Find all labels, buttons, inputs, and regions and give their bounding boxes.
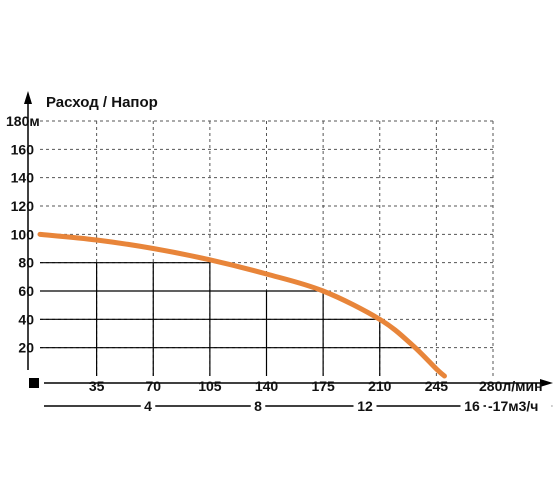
x2-tick-label: 12 <box>357 398 373 414</box>
origin-marker <box>29 378 39 388</box>
y-axis-arrow <box>24 91 32 104</box>
reference-lines-layer <box>40 262 413 376</box>
grid-layer <box>40 120 494 376</box>
y-tick-label: 80 <box>18 255 34 271</box>
x2-tick-label: 16 <box>464 398 480 414</box>
x-tick-label: 210 <box>368 378 392 394</box>
performance-curve <box>37 231 447 379</box>
x-tick-label: 140 <box>255 378 279 394</box>
x2-tick-label: 8 <box>254 398 262 414</box>
x-tick-label: 245 <box>425 378 449 394</box>
y-tick-label: 160 <box>11 141 35 157</box>
x2-tick-label-bg <box>353 397 377 415</box>
x2-tick-label: 4 <box>144 398 152 414</box>
x2-tick-label-bg <box>140 397 156 415</box>
curve-layer <box>37 231 447 379</box>
chart-title: Расход / Напор <box>46 94 158 111</box>
y-tick-label: 120 <box>11 198 35 214</box>
x-tick-label: 280л/мин <box>479 378 543 394</box>
y-tick-label: 40 <box>18 311 34 327</box>
axis-layer <box>24 91 553 410</box>
y-tick-label: 100 <box>11 226 35 242</box>
x-tick-label: 35 <box>89 378 105 394</box>
y-tick-label: 140 <box>11 170 35 186</box>
x-tick-label: 175 <box>311 378 335 394</box>
x-axis-arrow <box>540 379 553 387</box>
y-tick-label: 60 <box>18 283 34 299</box>
x2-tick-label-bg <box>460 397 484 415</box>
x2-tick-label-bg <box>486 397 552 415</box>
x2-tick-label: -17м3/ч <box>488 398 538 414</box>
x-tick-label: 70 <box>145 378 161 394</box>
x2-tick-label-bg <box>250 397 266 415</box>
y-tick-label: 20 <box>18 340 34 356</box>
x-tick-label: 105 <box>198 378 222 394</box>
y-tick-label: 180м <box>6 113 40 129</box>
label-layer: 20 40 60 80 100 120 140 160 180м 35 70 105 140 175 210… <box>6 113 552 415</box>
